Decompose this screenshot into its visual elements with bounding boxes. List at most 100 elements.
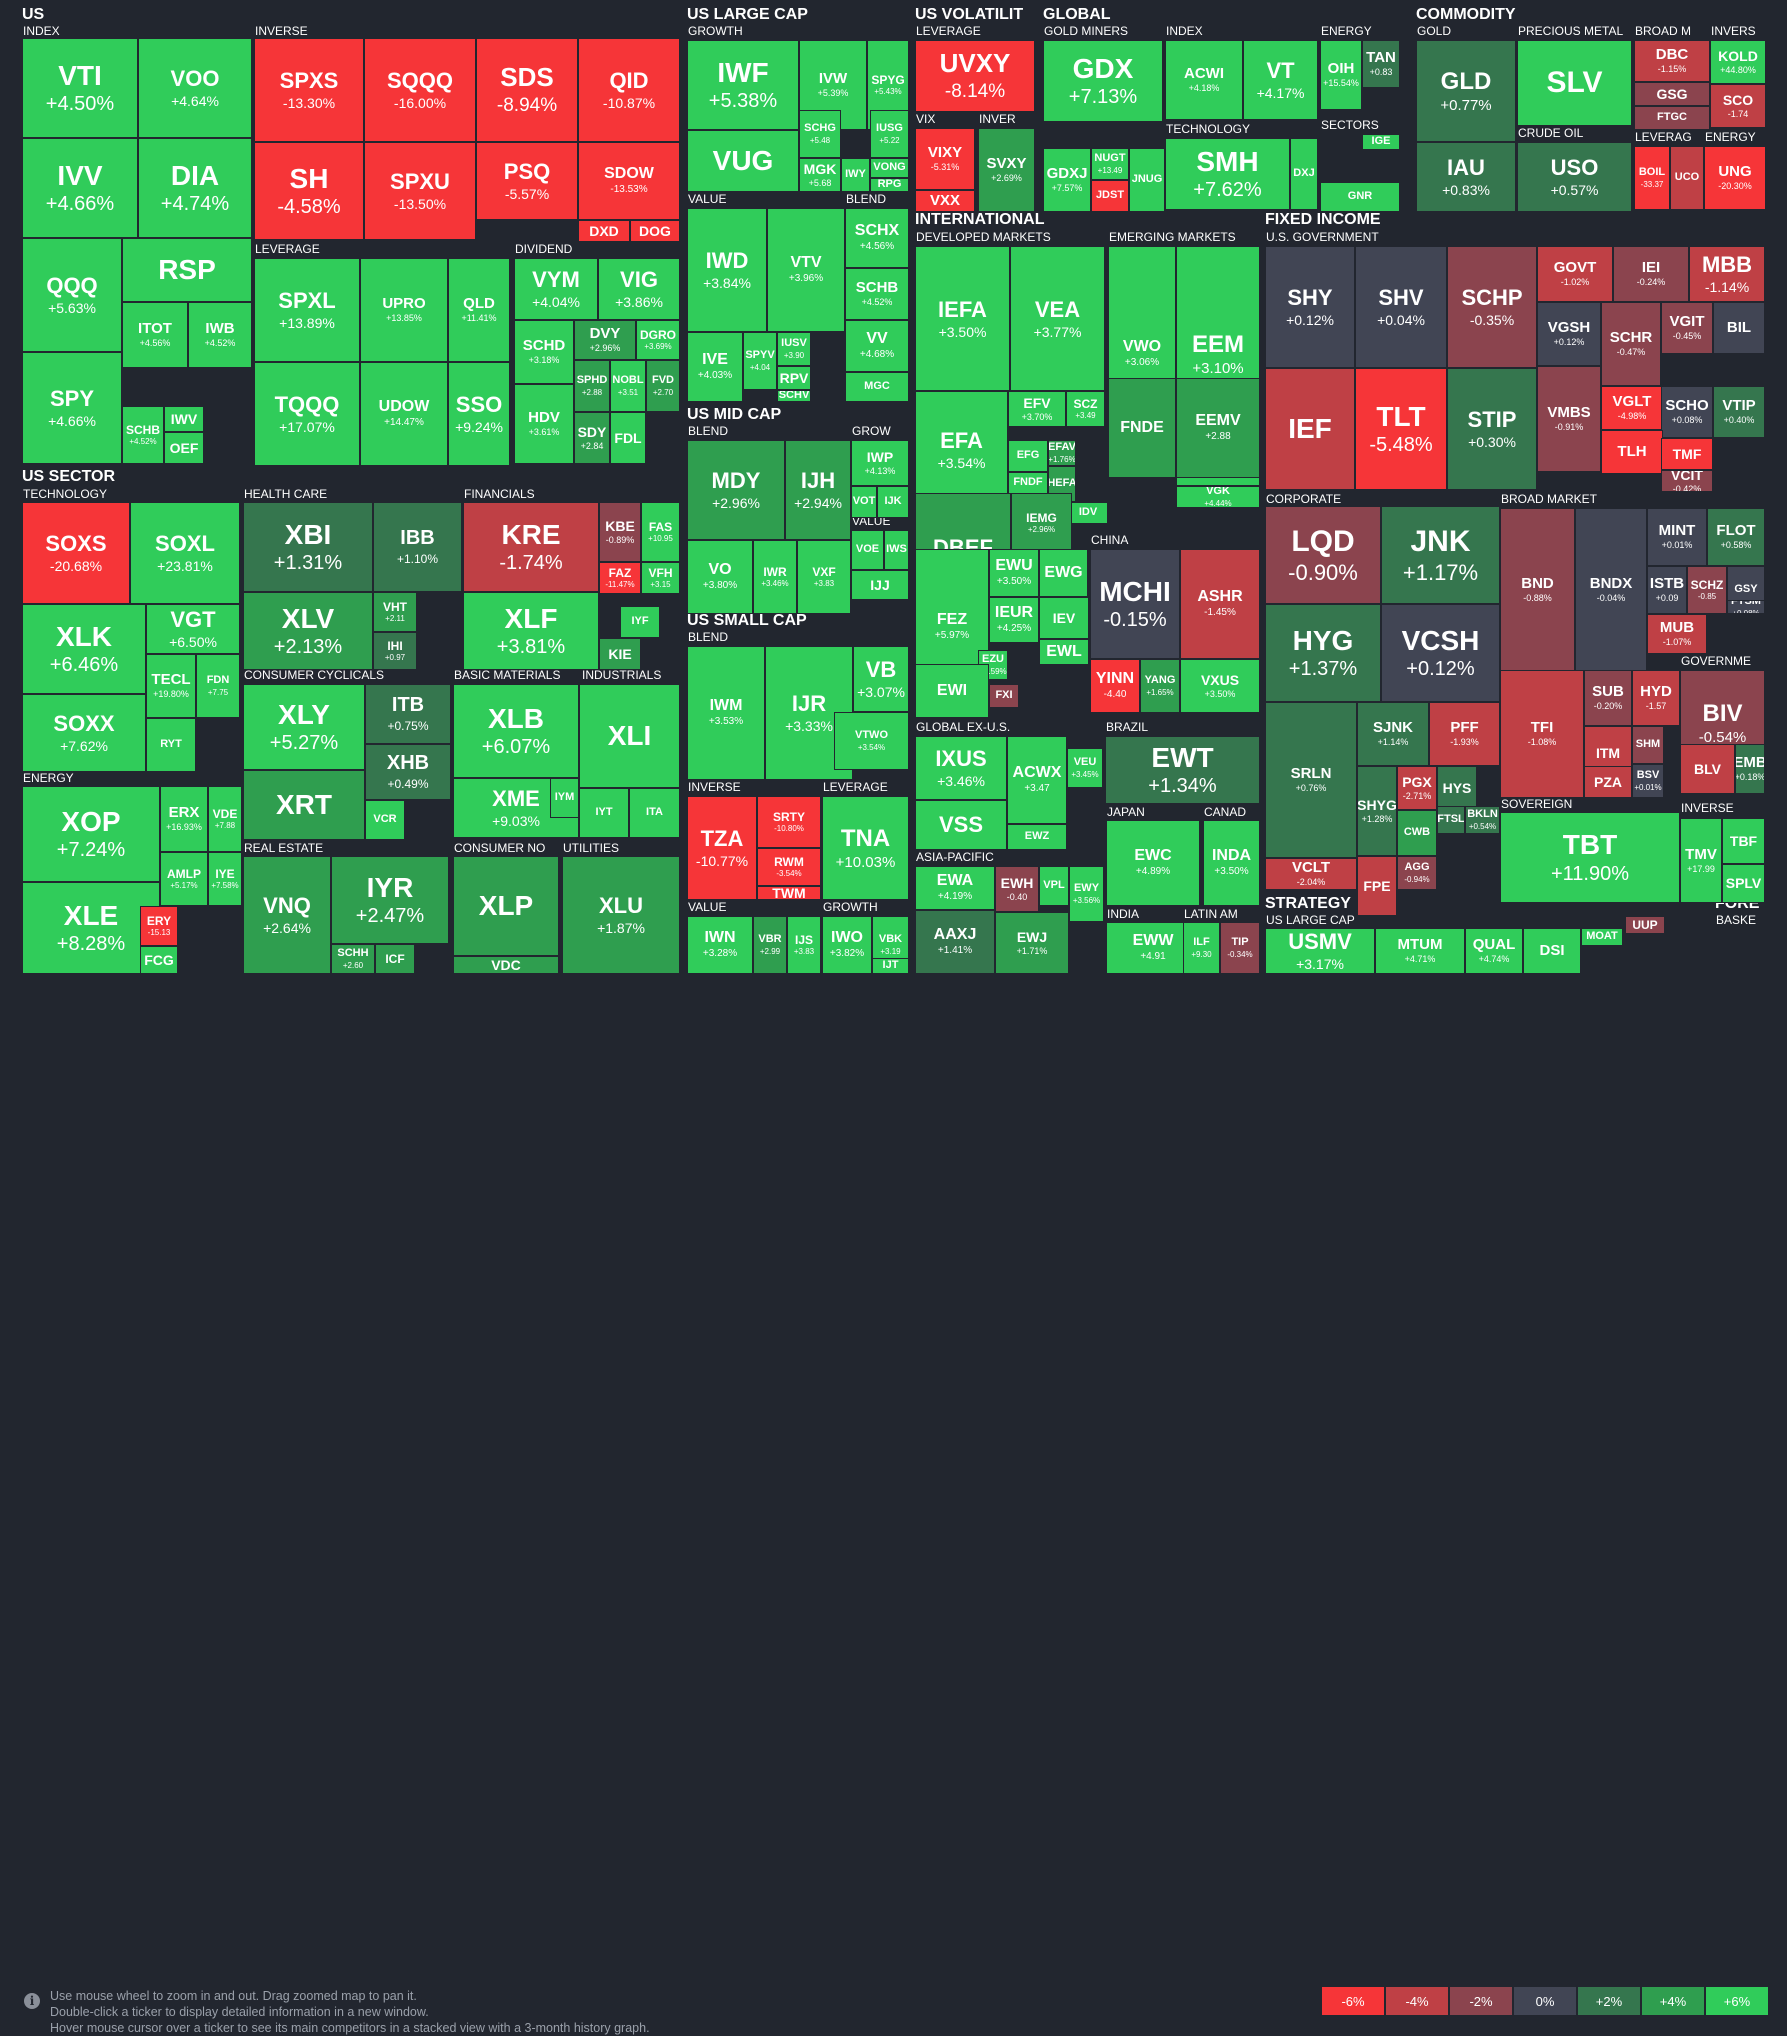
- ticker-tile[interactable]: VYM +4.04%: [514, 258, 598, 320]
- ticker-tile[interactable]: ICF: [375, 944, 415, 974]
- ticker-tile[interactable]: VOO +4.64%: [138, 38, 252, 138]
- ticker-tile[interactable]: FPE: [1357, 856, 1397, 916]
- ticker-tile[interactable]: VXX: [915, 190, 975, 212]
- ticker-tile[interactable]: IBB +1.10%: [373, 502, 462, 592]
- ticker-tile[interactable]: IEF: [1265, 368, 1355, 490]
- ticker-tile[interactable]: SPY +4.66%: [22, 352, 122, 464]
- ticker-tile[interactable]: AAXJ +1.41%: [915, 910, 995, 974]
- ticker-tile[interactable]: IEMG +2.96%: [1011, 493, 1072, 553]
- ticker-tile[interactable]: VOE: [851, 530, 884, 570]
- ticker-tile[interactable]: EFA +3.54%: [915, 391, 1008, 509]
- ticker-tile[interactable]: PZA: [1584, 766, 1632, 798]
- ticker-tile[interactable]: IWN +3.28%: [687, 916, 753, 974]
- ticker-tile[interactable]: QLD +11.41%: [448, 258, 510, 362]
- ticker-tile[interactable]: QQQ +5.63%: [22, 238, 122, 352]
- ticker-tile[interactable]: VV +4.68%: [845, 320, 909, 372]
- ticker-tile[interactable]: TAN +0.83: [1362, 40, 1400, 88]
- ticker-tile[interactable]: OEF: [164, 432, 204, 464]
- ticker-tile[interactable]: TNA +10.03%: [822, 796, 909, 900]
- ticker-tile[interactable]: XLV +2.13%: [243, 592, 373, 670]
- ticker-tile[interactable]: IYF: [620, 606, 660, 638]
- ticker-tile[interactable]: SCHB +4.52%: [122, 406, 164, 464]
- ticker-tile[interactable]: VMBS -0.91%: [1537, 366, 1601, 472]
- ticker-tile[interactable]: TWM: [757, 886, 821, 900]
- ticker-tile[interactable]: IWD +3.84%: [687, 208, 767, 332]
- ticker-tile[interactable]: FNDF: [1008, 472, 1048, 494]
- ticker-tile[interactable]: SLV: [1517, 40, 1632, 126]
- ticker-tile[interactable]: VCLT -2.04%: [1265, 858, 1357, 890]
- ticker-tile[interactable]: VCR: [365, 800, 405, 840]
- ticker-tile[interactable]: SPLV: [1722, 864, 1765, 903]
- ticker-tile[interactable]: RPV: [777, 366, 811, 390]
- ticker-tile[interactable]: SCHP -0.35%: [1447, 246, 1537, 368]
- ticker-tile[interactable]: VHT +2.11: [373, 592, 417, 632]
- ticker-tile[interactable]: IHI +0.97: [373, 632, 417, 670]
- ticker-tile[interactable]: SCHB +4.52%: [845, 268, 909, 320]
- ticker-tile[interactable]: RWM -3.54%: [757, 848, 821, 886]
- ticker-tile[interactable]: XLU +1.87%: [562, 856, 680, 974]
- ticker-tile[interactable]: KIE: [599, 638, 641, 670]
- ticker-tile[interactable]: VXF +3.83: [797, 540, 851, 614]
- ticker-tile[interactable]: SCHD +3.18%: [514, 320, 574, 384]
- ticker-tile[interactable]: ERX +16.93%: [160, 786, 208, 852]
- ticker-tile[interactable]: ITB +0.75%: [365, 684, 451, 744]
- ticker-tile[interactable]: MCHI -0.15%: [1090, 549, 1180, 659]
- ticker-tile[interactable]: HYG +1.37%: [1265, 604, 1381, 702]
- ticker-tile[interactable]: VGIT -0.45%: [1661, 302, 1713, 354]
- ticker-tile[interactable]: VUG: [687, 130, 799, 192]
- ticker-tile[interactable]: XLB +6.07%: [453, 684, 579, 778]
- ticker-tile[interactable]: RPG: [870, 178, 909, 192]
- ticker-tile[interactable]: TBF: [1722, 818, 1765, 864]
- ticker-tile[interactable]: FAZ -11.47%: [599, 562, 641, 594]
- ticker-tile[interactable]: VIXY -5.31%: [915, 128, 975, 190]
- ticker-tile[interactable]: FTSL: [1437, 806, 1465, 834]
- ticker-tile[interactable]: MGC: [845, 372, 909, 402]
- ticker-tile[interactable]: SDOW -13.53%: [578, 142, 680, 220]
- ticker-tile[interactable]: FDN +7.75: [196, 654, 240, 718]
- ticker-tile[interactable]: VTIP +0.40%: [1713, 386, 1765, 438]
- ticker-tile[interactable]: IAU +0.83%: [1416, 142, 1516, 212]
- ticker-tile[interactable]: XBI +1.31%: [243, 502, 373, 592]
- ticker-tile[interactable]: SQQQ -16.00%: [364, 38, 476, 142]
- ticker-tile[interactable]: EWY +3.56%: [1069, 866, 1104, 922]
- ticker-tile[interactable]: SHY +0.12%: [1265, 246, 1355, 368]
- ticker-tile[interactable]: EWA +4.19%: [915, 866, 995, 910]
- ticker-tile[interactable]: IWR +3.46%: [753, 540, 797, 614]
- ticker-tile[interactable]: PGX -2.71%: [1397, 766, 1437, 810]
- ticker-tile[interactable]: XLK +6.46%: [22, 604, 146, 694]
- ticker-tile[interactable]: VB +3.07%: [853, 646, 909, 712]
- ticker-tile[interactable]: EEMV +2.88: [1176, 378, 1260, 478]
- ticker-tile[interactable]: EWI: [915, 664, 989, 718]
- ticker-tile[interactable]: SPXS -13.30%: [254, 38, 364, 142]
- ticker-tile[interactable]: IWF +5.38%: [687, 40, 799, 130]
- ticker-tile[interactable]: VSS: [915, 800, 1007, 850]
- ticker-tile[interactable]: IEV: [1039, 597, 1089, 639]
- ticker-tile[interactable]: FAS +10.95: [641, 502, 680, 562]
- ticker-tile[interactable]: IVE +4.03%: [687, 332, 743, 402]
- ticker-tile[interactable]: IYM: [550, 778, 579, 818]
- ticker-tile[interactable]: UVXY -8.14%: [915, 40, 1035, 112]
- ticker-tile[interactable]: SCHR -0.47%: [1601, 302, 1661, 386]
- ticker-tile[interactable]: USMV +3.17%: [1265, 928, 1375, 974]
- ticker-tile[interactable]: VOT: [851, 486, 877, 518]
- ticker-tile[interactable]: IWV: [164, 406, 204, 432]
- ticker-tile[interactable]: GOVT -1.02%: [1537, 246, 1613, 302]
- ticker-tile[interactable]: EFAV +1.76%: [1048, 440, 1076, 466]
- ticker-tile[interactable]: EWL: [1039, 639, 1089, 665]
- ticker-tile[interactable]: UNG -20.30%: [1704, 146, 1766, 210]
- ticker-tile[interactable]: SCHZ -0.85: [1687, 566, 1727, 614]
- ticker-tile[interactable]: TIP -0.34%: [1220, 922, 1260, 974]
- ticker-tile[interactable]: VCIT -0.42%: [1661, 470, 1713, 492]
- ticker-tile[interactable]: GLD +0.77%: [1416, 40, 1516, 142]
- ticker-tile[interactable]: BLV: [1680, 744, 1735, 794]
- ticker-tile[interactable]: SOXS -20.68%: [22, 502, 130, 604]
- ticker-tile[interactable]: SUB -0.20%: [1584, 670, 1632, 726]
- ticker-tile[interactable]: IJJ: [851, 570, 909, 600]
- ticker-tile[interactable]: FTGC: [1634, 106, 1710, 130]
- ticker-tile[interactable]: IWY: [841, 158, 870, 192]
- ticker-tile[interactable]: QUAL +4.74%: [1465, 928, 1523, 974]
- ticker-tile[interactable]: DBC -1.15%: [1634, 40, 1710, 82]
- ticker-tile[interactable]: EFG: [1008, 440, 1048, 472]
- ticker-tile[interactable]: BSV +0.01%: [1632, 764, 1664, 798]
- ticker-tile[interactable]: BKLN +0.54%: [1465, 806, 1500, 834]
